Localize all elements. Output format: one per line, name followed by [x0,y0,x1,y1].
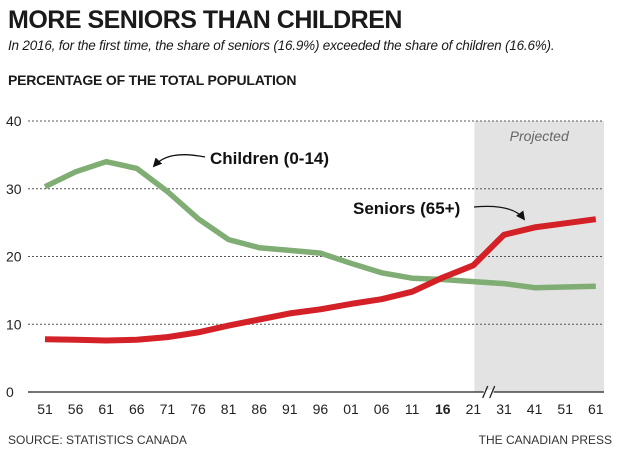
x-tick-91-8: 91 [282,401,298,417]
y-tick-0: 0 [6,384,14,400]
axis-break-gap [483,390,494,395]
x-tick-01-10: 01 [343,401,359,417]
series-label-seniors: Seniors (65+) [353,199,460,218]
arrow-children [152,154,206,168]
y-tick-40: 40 [6,113,22,129]
x-tick-16-13: 16 [435,401,451,417]
x-tick-41-16: 41 [527,401,543,417]
y-tick-30: 30 [6,181,22,197]
x-tick-81-6: 81 [221,401,237,417]
x-tick-66-3: 66 [129,401,145,417]
x-tick-21-14: 21 [466,401,482,417]
x-tick-56-1: 56 [68,401,84,417]
x-tick-71-4: 71 [160,401,176,417]
y-tick-20: 20 [6,249,22,265]
axis-break-mark-1 [482,385,489,399]
series-label-children: Children (0-14) [210,149,329,168]
series-line-1 [44,216,597,344]
axis-break-mark-2 [489,385,496,399]
arrow-seniors [473,205,526,221]
x-tick-76-5: 76 [190,401,206,417]
x-tick-96-9: 96 [313,401,329,417]
x-tick-11-12: 11 [405,401,420,417]
x-tick-86-7: 86 [251,401,267,417]
series-line-0 [43,158,596,291]
chart-subtitle: In 2016, for the first time, the share o… [8,38,555,53]
x-tick-51-0: 51 [37,401,53,417]
y-axis-label: PERCENTAGE OF THE TOTAL POPULATION [8,72,297,88]
x-tick-61-18: 61 [588,401,604,417]
credit-note: THE CANADIAN PRESS [478,433,612,447]
y-tick-10: 10 [6,316,22,332]
x-tick-51-17: 51 [557,401,573,417]
source-note: SOURCE: STATISTICS CANADA [8,433,187,447]
x-tick-31-15: 31 [496,401,512,417]
chart-title: MORE SENIORS THAN CHILDREN [8,6,402,34]
projected-label: Projected [510,128,570,144]
x-tick-06-11: 06 [374,401,390,417]
x-tick-61-2: 61 [98,401,114,417]
